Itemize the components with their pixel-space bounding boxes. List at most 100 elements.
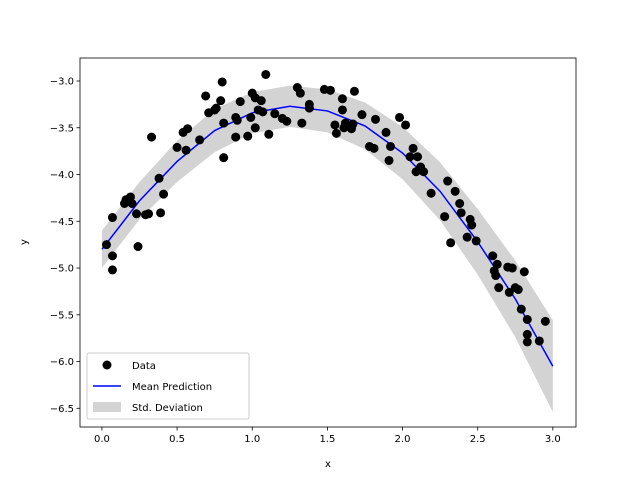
- y-tick-label: −5.5: [50, 310, 74, 321]
- data-point: [413, 152, 423, 162]
- axes-frame: [79, 57, 577, 428]
- data-point: [369, 143, 379, 153]
- x-tick-label: 1.5: [319, 434, 335, 445]
- data-point: [295, 88, 305, 98]
- legend: Data Mean Prediction Std. Deviation: [86, 352, 250, 420]
- data-point: [264, 129, 274, 139]
- data-point: [243, 131, 253, 141]
- data-point: [488, 251, 498, 261]
- x-tick-label: 2.5: [470, 434, 486, 445]
- legend-label-data: Data: [132, 361, 156, 372]
- data-point: [446, 238, 456, 248]
- data-point: [426, 188, 436, 198]
- data-point: [201, 91, 211, 101]
- data-point: [455, 199, 465, 209]
- data-point: [181, 145, 191, 155]
- data-point: [401, 120, 411, 130]
- x-tick-label: 2.0: [395, 434, 411, 445]
- data-point: [282, 116, 292, 126]
- data-point: [195, 135, 205, 145]
- data-point: [534, 336, 544, 346]
- data-point: [519, 267, 529, 277]
- data-point: [419, 167, 429, 177]
- data-point: [462, 232, 472, 242]
- legend-label-mean: Mean Prediction: [132, 382, 212, 393]
- data-point: [384, 155, 394, 165]
- data-point: [258, 107, 268, 117]
- data-point: [256, 96, 266, 106]
- data-point: [357, 110, 367, 120]
- data-point: [159, 189, 169, 199]
- data-point: [133, 242, 143, 252]
- data-point: [132, 209, 142, 219]
- data-point: [127, 199, 137, 209]
- data-point: [349, 86, 359, 96]
- data-point: [471, 236, 481, 246]
- y-tick-label: −4.5: [50, 217, 74, 228]
- legend-label-std: Std. Deviation: [132, 403, 203, 414]
- data-point: [522, 314, 532, 324]
- data-point: [270, 109, 280, 119]
- data-point: [147, 132, 157, 142]
- data-point: [516, 304, 526, 314]
- data-point: [172, 142, 182, 152]
- data-point: [513, 285, 523, 295]
- data-point: [340, 118, 350, 128]
- x-tick-label: 1.0: [244, 434, 260, 445]
- data-point: [456, 208, 466, 218]
- data-point: [107, 213, 117, 223]
- data-point: [325, 85, 335, 95]
- data-point: [235, 97, 245, 107]
- data-point: [156, 208, 166, 218]
- data-point: [250, 123, 260, 133]
- data-point: [522, 337, 532, 347]
- x-axis-label: x: [325, 459, 331, 470]
- std-deviation-band: [101, 85, 553, 413]
- y-tick-label: −3.5: [50, 123, 74, 134]
- data-point: [337, 94, 347, 104]
- data-point: [219, 153, 229, 163]
- data-point: [405, 152, 415, 162]
- data-point: [297, 118, 307, 128]
- data-point: [494, 283, 504, 293]
- data-point: [304, 99, 314, 109]
- data-point: [395, 112, 405, 122]
- data-point: [443, 176, 453, 186]
- data-point: [231, 132, 241, 142]
- data-point: [331, 128, 341, 138]
- data-point: [144, 209, 154, 219]
- data-point: [540, 316, 550, 326]
- data-point: [330, 120, 340, 130]
- data-point: [107, 251, 117, 261]
- data-point: [101, 240, 111, 250]
- data-point: [386, 141, 396, 151]
- data-point: [450, 186, 460, 196]
- data-point: [183, 124, 193, 134]
- data-point: [107, 265, 117, 275]
- data-point: [217, 77, 227, 87]
- data-point: [492, 259, 502, 269]
- data-point: [246, 112, 256, 122]
- data-point: [491, 271, 501, 281]
- legend-data-marker: [102, 360, 112, 370]
- data-point: [261, 69, 271, 79]
- y-tick-label: −4.0: [50, 170, 74, 181]
- y-tick-label: −6.5: [50, 404, 74, 415]
- data-point: [381, 127, 391, 137]
- data-point: [522, 329, 532, 339]
- y-tick-label: −3.0: [50, 77, 74, 88]
- data-point: [507, 263, 517, 273]
- data-point: [219, 118, 229, 128]
- data-point: [348, 119, 358, 129]
- x-tick-label: 0.5: [169, 434, 185, 445]
- data-point: [408, 143, 418, 153]
- data-point: [370, 114, 380, 124]
- legend-std-patch: [93, 402, 121, 412]
- x-tick-label: 0.0: [94, 434, 110, 445]
- y-tick-label: −5.0: [50, 264, 74, 275]
- data-point: [440, 212, 450, 222]
- data-point: [216, 96, 226, 106]
- y-axis-label: y: [19, 239, 30, 245]
- data-point: [337, 105, 347, 115]
